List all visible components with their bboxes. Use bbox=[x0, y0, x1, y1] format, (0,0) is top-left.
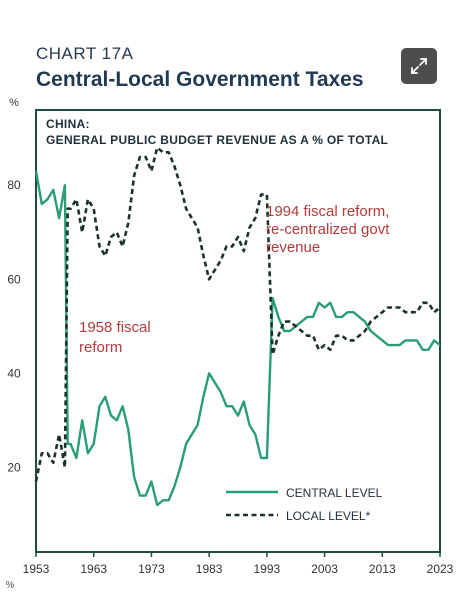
chart-number-label: CHART 17A bbox=[36, 44, 134, 63]
chart-header: CHART 17A Central-Local Government Taxes bbox=[36, 44, 364, 92]
y-tick-label: 20 bbox=[7, 460, 21, 474]
chart-subtitle-line-1: CHINA: bbox=[46, 117, 90, 131]
expand-button[interactable] bbox=[401, 48, 437, 84]
x-tick-label: 2003 bbox=[311, 562, 338, 576]
chart-subtitle-line-2: GENERAL PUBLIC BUDGET REVENUE AS A % OF … bbox=[46, 133, 388, 147]
y-axis-unit-fragment: % bbox=[6, 580, 15, 591]
chart-title: Central-Local Government Taxes bbox=[36, 68, 364, 91]
y-tick-label: 80 bbox=[7, 178, 21, 192]
annotation-1994-reform: re-centralized govt bbox=[266, 221, 390, 238]
x-tick-label: 1983 bbox=[196, 562, 223, 576]
y-tick-label: 60 bbox=[7, 272, 21, 286]
annotation-1958-reform: 1958 fiscal bbox=[79, 319, 151, 336]
legend-local-label: LOCAL LEVEL* bbox=[286, 509, 371, 523]
x-tick-label: 2023 bbox=[427, 562, 454, 576]
annotation-1994-reform: revenue bbox=[266, 239, 320, 256]
annotation-1958-reform: reform bbox=[79, 339, 122, 356]
x-tick-label: 1973 bbox=[138, 562, 165, 576]
x-tick-label: 1963 bbox=[80, 562, 107, 576]
expand-arrows-icon bbox=[411, 58, 427, 74]
y-tick-label: 40 bbox=[7, 366, 21, 380]
annotation-1994-reform: 1994 fiscal reform, bbox=[266, 203, 389, 220]
x-tick-label: 1953 bbox=[23, 562, 50, 576]
x-tick-label: 2013 bbox=[369, 562, 396, 576]
plot-frame bbox=[35, 109, 441, 553]
central-level-series-line bbox=[34, 170, 441, 507]
y-axis-unit-label: % bbox=[9, 97, 19, 109]
x-tick-label: 1993 bbox=[254, 562, 281, 576]
legend-central-label: CENTRAL LEVEL bbox=[286, 486, 383, 500]
